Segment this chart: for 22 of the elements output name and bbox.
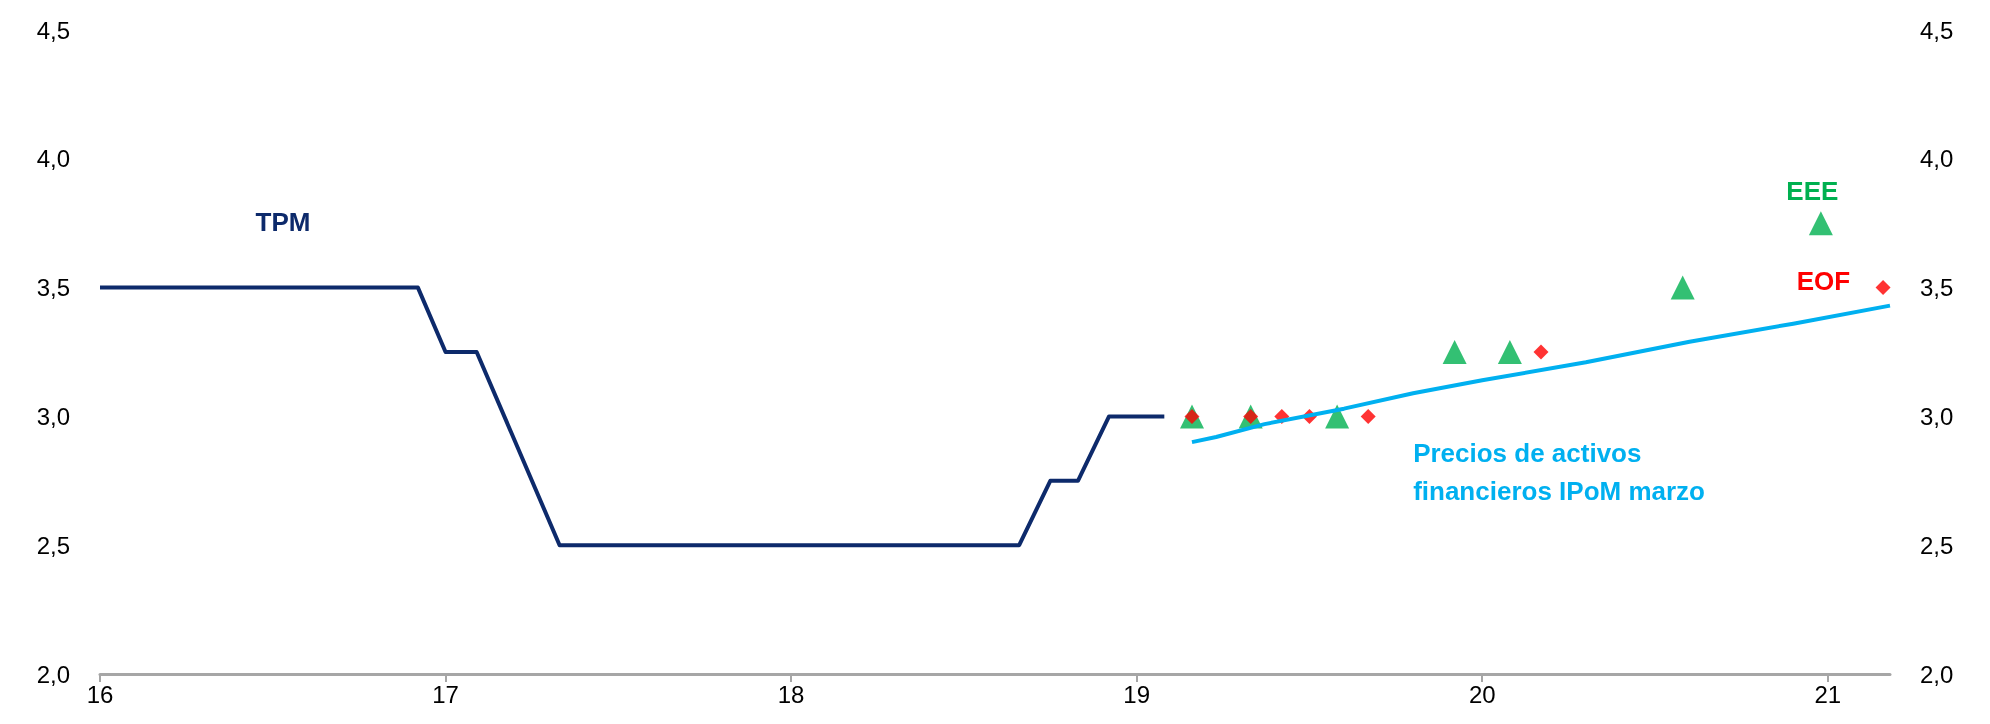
y2-tick-label: 3,5 xyxy=(1920,274,1954,302)
y2-tick-label: 4,5 xyxy=(1920,16,1954,44)
y2-tick-label: 2,0 xyxy=(1920,660,1954,688)
y2-tick-label: 2,5 xyxy=(1920,531,1954,559)
y-tick-label: 2,0 xyxy=(36,660,70,688)
x-tick-label: 20 xyxy=(1468,680,1496,708)
series-label: EEE xyxy=(1786,175,1839,206)
x-tick-label: 17 xyxy=(432,680,459,708)
y-tick-label: 4,5 xyxy=(36,16,70,44)
y2-tick-label: 4,0 xyxy=(1920,145,1954,173)
x-tick-label: 21 xyxy=(1814,680,1842,708)
series-label: Precios de activos financieros IPoM marzo xyxy=(1413,438,1705,507)
y2-tick-label: 3,0 xyxy=(1920,402,1954,430)
y-tick-label: 3,0 xyxy=(36,402,70,430)
y-tick-label: 4,0 xyxy=(36,145,70,173)
y-tick-label: 3,5 xyxy=(36,274,70,302)
series-label: EOF xyxy=(1796,265,1851,296)
y-tick-label: 2,5 xyxy=(36,531,70,559)
x-tick-label: 16 xyxy=(86,680,114,708)
x-tick-label: 19 xyxy=(1123,680,1151,708)
x-tick-label: 18 xyxy=(777,680,805,708)
series-label: TPM xyxy=(255,206,311,237)
